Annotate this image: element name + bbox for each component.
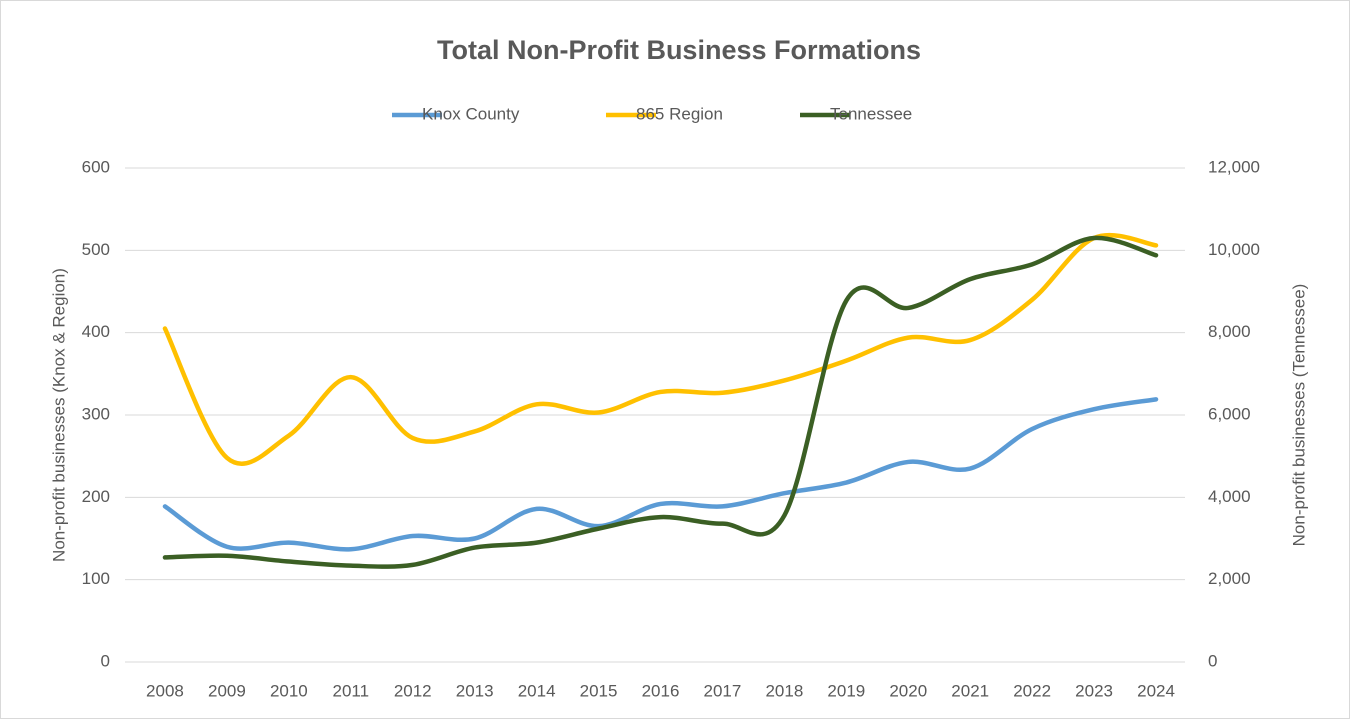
y-tick-label: 100 (82, 569, 110, 588)
x-tick-label: 2009 (208, 681, 246, 700)
y-tick-label: 0 (101, 651, 110, 670)
x-tick-label: 2010 (270, 681, 308, 700)
y-axis-label: Non-profit businesses (Knox & Region) (49, 268, 68, 562)
y-tick-label: 200 (82, 487, 110, 506)
x-tick-label: 2021 (951, 681, 989, 700)
y-tick-label: 500 (82, 240, 110, 259)
y2-tick-label: 8,000 (1208, 322, 1251, 341)
x-tick-label: 2017 (704, 681, 742, 700)
x-tick-label: 2008 (146, 681, 184, 700)
x-tick-label: 2022 (1013, 681, 1051, 700)
legend-label: 865 Region (636, 104, 723, 123)
x-tick-label: 2015 (580, 681, 618, 700)
x-tick-label: 2018 (765, 681, 803, 700)
y2-tick-label: 2,000 (1208, 569, 1251, 588)
y2-tick-label: 12,000 (1208, 157, 1260, 176)
x-tick-label: 2014 (518, 681, 556, 700)
y-tick-label: 300 (82, 404, 110, 423)
x-tick-label: 2011 (333, 681, 370, 700)
y2-tick-label: 10,000 (1208, 240, 1260, 259)
x-tick-label: 2012 (394, 681, 432, 700)
y2-tick-label: 0 (1208, 651, 1217, 670)
line-series (162, 397, 1159, 552)
line-series (162, 232, 1159, 466)
y2-tick-label: 4,000 (1208, 487, 1251, 506)
x-tick-label: 2013 (456, 681, 494, 700)
x-tick-label: 2019 (827, 681, 865, 700)
x-tick-label: 2020 (889, 681, 927, 700)
x-tick-label: 2023 (1075, 681, 1113, 700)
y2-tick-label: 6,000 (1208, 404, 1251, 423)
legend-label: Tennessee (830, 104, 912, 123)
y-tick-label: 400 (82, 322, 110, 341)
line-series (162, 235, 1159, 569)
chart-title: Total Non-Profit Business Formations (437, 35, 921, 65)
y2-axis-label: Non-profit businesses (Tennessee) (1289, 284, 1308, 547)
legend-label: Knox County (422, 104, 520, 123)
x-tick-label: 2016 (642, 681, 680, 700)
x-tick-label: 2024 (1137, 681, 1175, 700)
y-tick-label: 600 (82, 157, 110, 176)
